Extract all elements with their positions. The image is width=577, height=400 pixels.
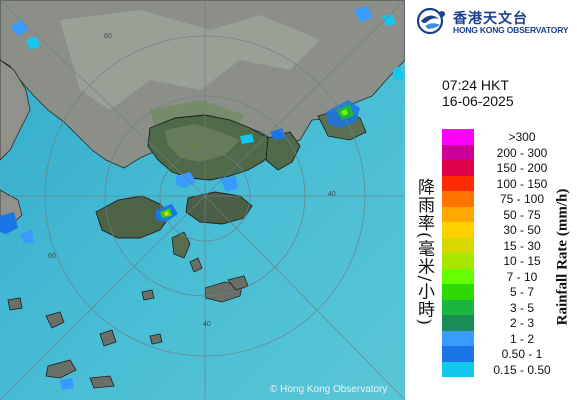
south-island-5 — [99, 329, 117, 347]
hk-hills-texture — [165, 124, 240, 162]
radial-ne — [204, 0, 405, 197]
south-island-4 — [45, 311, 65, 329]
scale-row: 7 - 10 — [442, 268, 572, 284]
scale-row: 0.15 - 0.50 — [442, 361, 572, 377]
mainland-texture — [60, 10, 320, 110]
range-label-40: 40 — [203, 321, 211, 328]
scale-swatch — [442, 129, 474, 145]
scale-label: 7 - 10 — [506, 269, 538, 284]
scale-row: 150 - 200 — [442, 160, 572, 176]
hko-logo: 香港天文台 HONG KONG OBSERVATORY — [413, 7, 573, 37]
south-island-3 — [141, 289, 155, 301]
scale-row: 50 - 75 — [442, 206, 572, 222]
radar-map: 40 60 60 40 © Hong Kong Observatory — [0, 0, 405, 400]
legend-panel: 香港天文台 HONG KONG OBSERVATORY 07:24 HKT 16… — [405, 0, 577, 400]
scale-label: 2 - 3 — [509, 316, 534, 330]
lamma-island — [171, 231, 191, 259]
scale-swatch — [442, 361, 474, 377]
scale-row: >300 — [442, 129, 572, 145]
radar-echoes — [0, 6, 404, 390]
radial-se — [204, 195, 405, 400]
scale-swatch — [442, 268, 474, 284]
scale-row: 1 - 2 — [442, 330, 572, 346]
scale-label: 50 - 75 — [503, 207, 541, 222]
radial-sw — [0, 195, 206, 400]
range-label-40-east: 40 — [328, 191, 336, 198]
sai-kung-peninsula — [265, 131, 301, 171]
scale-swatch — [442, 330, 474, 346]
scale-swatch — [442, 284, 474, 300]
scale-row: 200 - 300 — [442, 144, 572, 160]
scale-label: 5 - 7 — [509, 285, 534, 299]
scale-swatch — [442, 299, 474, 315]
range-label-60: 60 — [48, 253, 56, 260]
south-island-7 — [149, 333, 163, 345]
logo-name-english: HONG KONG OBSERVATORY — [453, 25, 569, 35]
scale-row: 100 - 150 — [442, 175, 572, 191]
lantau-island — [95, 195, 171, 239]
scale-row: 3 - 5 — [442, 299, 572, 315]
logo-name-chinese: 香港天文台 — [453, 11, 528, 27]
scale-swatch — [442, 144, 474, 160]
scale-row: 0.50 - 1 — [442, 346, 572, 362]
legend-title-chinese: 降雨率(毫米/小時) — [414, 178, 434, 326]
scale-label: >300 — [508, 130, 536, 144]
range-label-60-north: 60 — [104, 33, 112, 40]
scale-label: 10 - 15 — [503, 254, 541, 268]
south-island-8 — [45, 359, 77, 379]
scale-row: 10 - 15 — [442, 253, 572, 269]
rainfall-rate-scale: >300 200 - 300 150 - 200 100 - 150 75 - … — [442, 129, 572, 377]
scale-swatch — [442, 222, 474, 238]
scale-swatch — [442, 206, 474, 222]
copyright-notice: © Hong Kong Observatory — [270, 384, 388, 395]
scale-label: 15 - 30 — [503, 238, 541, 253]
scale-swatch — [442, 253, 474, 269]
scale-label: 30 - 50 — [503, 223, 541, 237]
scale-label: 3 - 5 — [509, 300, 534, 315]
south-island-6 — [7, 297, 23, 311]
scale-label: 0.15 - 0.50 — [493, 362, 551, 377]
observation-time: 07:24 HKT — [442, 77, 509, 93]
scale-swatch — [442, 191, 474, 207]
range-rings — [0, 0, 405, 400]
scale-label: 1 - 2 — [509, 331, 534, 346]
radial-nw — [0, 0, 206, 197]
south-island-1 — [204, 281, 243, 303]
radar-map-canvas: 40 60 60 40 — [0, 0, 405, 400]
scale-swatch — [442, 237, 474, 253]
scale-swatch — [442, 346, 474, 362]
scale-row: 2 - 3 — [442, 315, 572, 331]
scale-swatch — [442, 315, 474, 331]
scale-swatch — [442, 175, 474, 191]
hko-logo-icon — [416, 7, 445, 35]
scale-row: 75 - 100 — [442, 191, 572, 207]
scale-label: 75 - 100 — [499, 192, 545, 206]
scale-row: 5 - 7 — [442, 284, 572, 300]
scale-row: 30 - 50 — [442, 222, 572, 238]
south-island-10 — [189, 257, 203, 273]
legend-title-english: Rainfall Rate (mm/h) — [554, 188, 571, 326]
scale-label: 0.50 - 1 — [501, 347, 543, 361]
west-coast-landmass — [0, 59, 31, 161]
scale-label: 100 - 150 — [496, 176, 548, 191]
scale-label: 150 - 200 — [496, 161, 548, 175]
observation-date: 16-06-2025 — [442, 93, 514, 109]
scale-label: 200 - 300 — [496, 145, 548, 160]
scale-row: 15 - 30 — [442, 237, 572, 253]
south-island-9 — [89, 375, 115, 389]
scale-swatch — [442, 160, 474, 176]
